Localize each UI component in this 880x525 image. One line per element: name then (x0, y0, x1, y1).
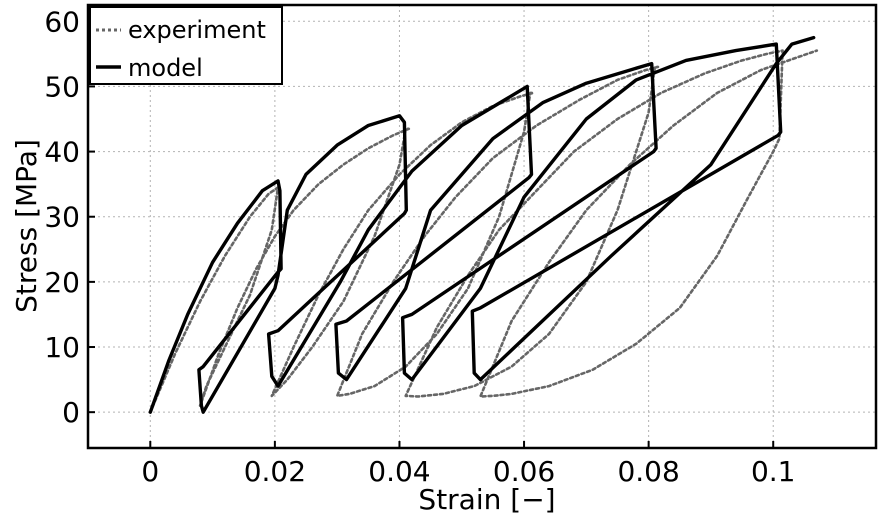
tick-labels: 0 0.02 0.04 0.06 0.08 0.1 0 10 20 30 40 50 60 (44, 5, 795, 488)
series-line-experiment (149, 49, 819, 414)
series-lines (148, 35, 819, 414)
legend-label-model: model (128, 54, 203, 82)
axes-frame (86, 3, 878, 450)
plot-frame (86, 3, 878, 450)
y-tick-label-0: 0 (62, 396, 80, 429)
x-tick-label-3: 0.06 (493, 455, 555, 488)
x-tick-label-1: 0.02 (244, 455, 306, 488)
x-tick-label-5: 0.1 (751, 455, 796, 488)
y-tick-label-3: 30 (44, 201, 80, 234)
legend-box (89, 6, 283, 85)
x-tick-label-2: 0.04 (368, 455, 430, 488)
y-tick-label-1: 10 (44, 331, 80, 364)
y-tick-label-5: 50 (44, 70, 80, 103)
y-tick-label-4: 40 (44, 136, 80, 169)
legend-label-experiment: experiment (128, 16, 266, 44)
y-axis-label: Stress [MPa] (10, 139, 43, 313)
x-tick-label-4: 0.08 (617, 455, 679, 488)
y-tick-label-2: 20 (44, 266, 80, 299)
y-tick-label-6: 60 (44, 5, 80, 38)
legend: experiment model (89, 6, 283, 85)
x-axis-label: Strain [−] (418, 483, 555, 516)
series-line-model (148, 35, 816, 414)
x-tick-label-0: 0 (141, 455, 159, 488)
